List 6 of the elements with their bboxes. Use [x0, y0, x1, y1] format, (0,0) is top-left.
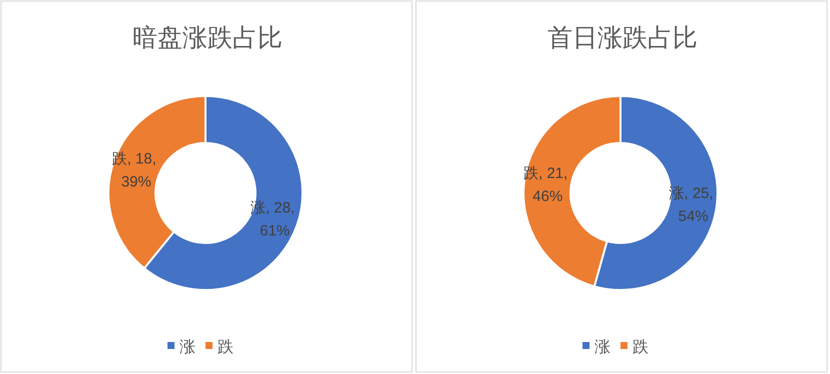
legend-label: 跌	[218, 339, 234, 356]
legend-label: 涨	[594, 338, 610, 356]
chart-title: 暗盘涨跌占比	[132, 24, 282, 52]
chart-title: 首日涨跌占比	[548, 24, 698, 52]
legend-label: 跌	[632, 339, 648, 356]
legend-label: 涨	[180, 338, 196, 356]
